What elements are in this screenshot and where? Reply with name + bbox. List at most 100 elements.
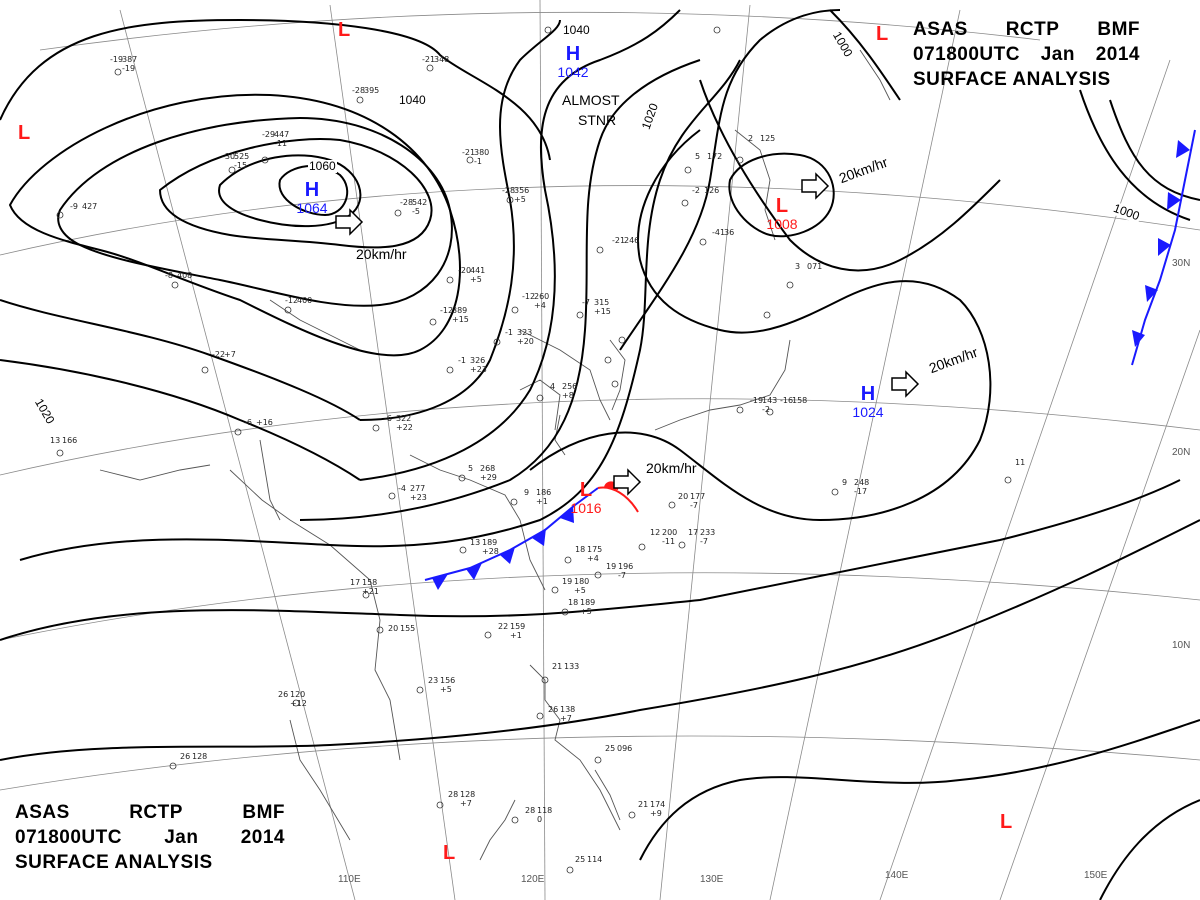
- lat-label: 20N: [1172, 447, 1191, 458]
- station-temperature: 2: [748, 134, 754, 143]
- station-pressure: 380: [474, 148, 490, 157]
- station-tendency: +8: [562, 391, 574, 400]
- station-tendency: +15: [452, 315, 469, 324]
- station-temperature: 21: [638, 800, 649, 809]
- station-pressure: 200: [662, 528, 678, 537]
- station-pressure: 138: [560, 705, 576, 714]
- low-marker: L: [18, 122, 31, 144]
- station-plot: 28 128 +7: [448, 790, 475, 808]
- isobar-label: 1040: [562, 23, 591, 37]
- station-pressure: 118: [537, 806, 553, 815]
- high-letter: H: [860, 383, 876, 405]
- station-temperature: 26: [278, 690, 289, 699]
- station-temperature: 9: [842, 478, 848, 487]
- station-tendency: +28: [482, 547, 499, 556]
- station-pressure: 159: [510, 622, 526, 631]
- station-plot: 18 189 +5: [568, 598, 595, 616]
- station-plot: -7 315 +15: [582, 298, 611, 316]
- station-plot: -21 246: [612, 236, 639, 245]
- station-plot: 22 159 +1: [498, 622, 525, 640]
- header-title: SURFACE ANALYSIS: [15, 852, 213, 873]
- station-plot: 4 256 +8: [550, 382, 577, 400]
- station-temperature: -12: [285, 296, 299, 305]
- station-temperature: 20: [678, 492, 689, 501]
- movement-speed-label: 20km/hr: [646, 460, 697, 476]
- station-temperature: -19: [110, 55, 124, 64]
- station-plot: -29 447 -11: [262, 130, 289, 148]
- header-month: Jan: [1040, 44, 1075, 65]
- station-tendency: -5: [412, 207, 420, 216]
- station-temperature: 13: [470, 538, 481, 547]
- station-tendency: +22: [396, 423, 413, 432]
- coastlines: [99, 49, 891, 861]
- station-pressure: 189: [580, 598, 596, 607]
- station-temperature: 28: [448, 790, 459, 799]
- station-tendency: +16: [256, 418, 273, 427]
- station-markers: [56, 26, 1012, 874]
- station-temperature: -16: [780, 396, 794, 405]
- high-pressure-center: H 1064: [292, 180, 332, 216]
- station-temperature: 11: [1015, 458, 1026, 467]
- station-temperature: -19: [750, 396, 764, 405]
- station-plot: -16 158: [780, 396, 807, 405]
- station-plot: 25 114: [575, 855, 602, 864]
- low-marker: L: [443, 842, 456, 864]
- station-plot: -1 326 +23: [458, 356, 487, 374]
- station-temperature: 17: [688, 528, 699, 537]
- station-temperature: -1: [458, 356, 466, 365]
- station-pressure: 441: [470, 266, 486, 275]
- station-temperature: 9: [524, 488, 530, 497]
- station-temperature: 25: [575, 855, 586, 864]
- station-plot: 25 096: [605, 744, 632, 753]
- station-tendency: +7: [560, 714, 572, 723]
- station-tendency: -15: [234, 161, 248, 170]
- station-pressure: 326: [470, 356, 486, 365]
- lon-label: 140E: [885, 870, 909, 881]
- map-header-bottom-left: ASAS RCTP BMF 071800UTC Jan 2014 SURFACE…: [15, 800, 285, 875]
- station-temperature: -28: [502, 186, 516, 195]
- station-plot: 21 174 +9: [638, 800, 665, 818]
- station-plot: 17 158 +21: [350, 578, 379, 596]
- station-pressure: 133: [564, 662, 580, 671]
- high-pressure-value: 1042: [557, 64, 589, 80]
- low-marker: L: [338, 19, 351, 41]
- lon-label: 130E: [700, 874, 724, 885]
- cold-front-east: [1131, 129, 1196, 366]
- station-plot: -30 525 -15: [222, 152, 249, 170]
- station-pressure: 120: [290, 690, 306, 699]
- station-tendency: +4: [587, 554, 599, 563]
- lat-label: 10N: [1172, 640, 1191, 651]
- station-plot: 26 138 +7: [548, 705, 575, 723]
- station-temperature: -12: [522, 292, 536, 301]
- station-pressure: 143: [762, 396, 778, 405]
- high-pressure-center: H 1042: [553, 44, 593, 80]
- station-plot: 9 186 +1: [524, 488, 551, 506]
- station-temperature: 21: [552, 662, 563, 671]
- station-pressure: 542: [412, 198, 428, 207]
- station-temperature: 12: [650, 528, 661, 537]
- station-temperature: -8: [165, 271, 173, 280]
- station-temperature: 22: [498, 622, 509, 631]
- station-plot: -22 +7: [212, 350, 236, 359]
- station-plot: 13 189 +28: [470, 538, 499, 556]
- station-plot: 20 155: [388, 624, 415, 633]
- station-plot: -19 143 -2: [750, 396, 777, 414]
- station-temperature: 20: [388, 624, 399, 633]
- station-pressure: 186: [536, 488, 552, 497]
- station-pressure: 174: [650, 800, 666, 809]
- station-plot: -41 36: [712, 228, 734, 237]
- station-temperature: -6: [384, 414, 392, 423]
- station-temperature: 3: [795, 262, 801, 271]
- station-pressure: 175: [587, 545, 603, 554]
- station-plot: 19 180 +5: [562, 577, 589, 595]
- station-plot: 26 120 +12: [278, 690, 307, 708]
- station-plot: -8 408: [165, 271, 192, 280]
- station-tendency: -7: [618, 571, 626, 580]
- station-pressure: 256: [562, 382, 578, 391]
- station-pressure: 277: [410, 484, 426, 493]
- station-tendency: +1: [510, 631, 522, 640]
- station-temperature: 18: [568, 598, 579, 607]
- station-tendency: -7: [690, 501, 698, 510]
- low-letter: L: [775, 195, 789, 217]
- station-temperature: -20: [458, 266, 472, 275]
